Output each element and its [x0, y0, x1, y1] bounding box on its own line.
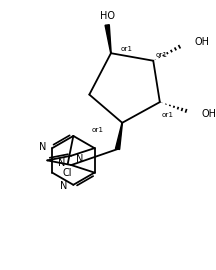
Text: N: N [58, 158, 66, 168]
Text: or1: or1 [156, 52, 168, 58]
Polygon shape [105, 25, 111, 53]
Text: or1: or1 [91, 127, 103, 133]
Text: N: N [39, 142, 46, 152]
Text: OH: OH [201, 109, 216, 119]
Text: OH: OH [195, 37, 210, 47]
Text: HO: HO [100, 11, 115, 21]
Text: or1: or1 [162, 112, 174, 118]
Text: Cl: Cl [63, 168, 72, 178]
Text: N: N [76, 154, 83, 164]
Text: N: N [60, 181, 68, 191]
Polygon shape [115, 123, 122, 150]
Text: or1: or1 [120, 46, 132, 52]
